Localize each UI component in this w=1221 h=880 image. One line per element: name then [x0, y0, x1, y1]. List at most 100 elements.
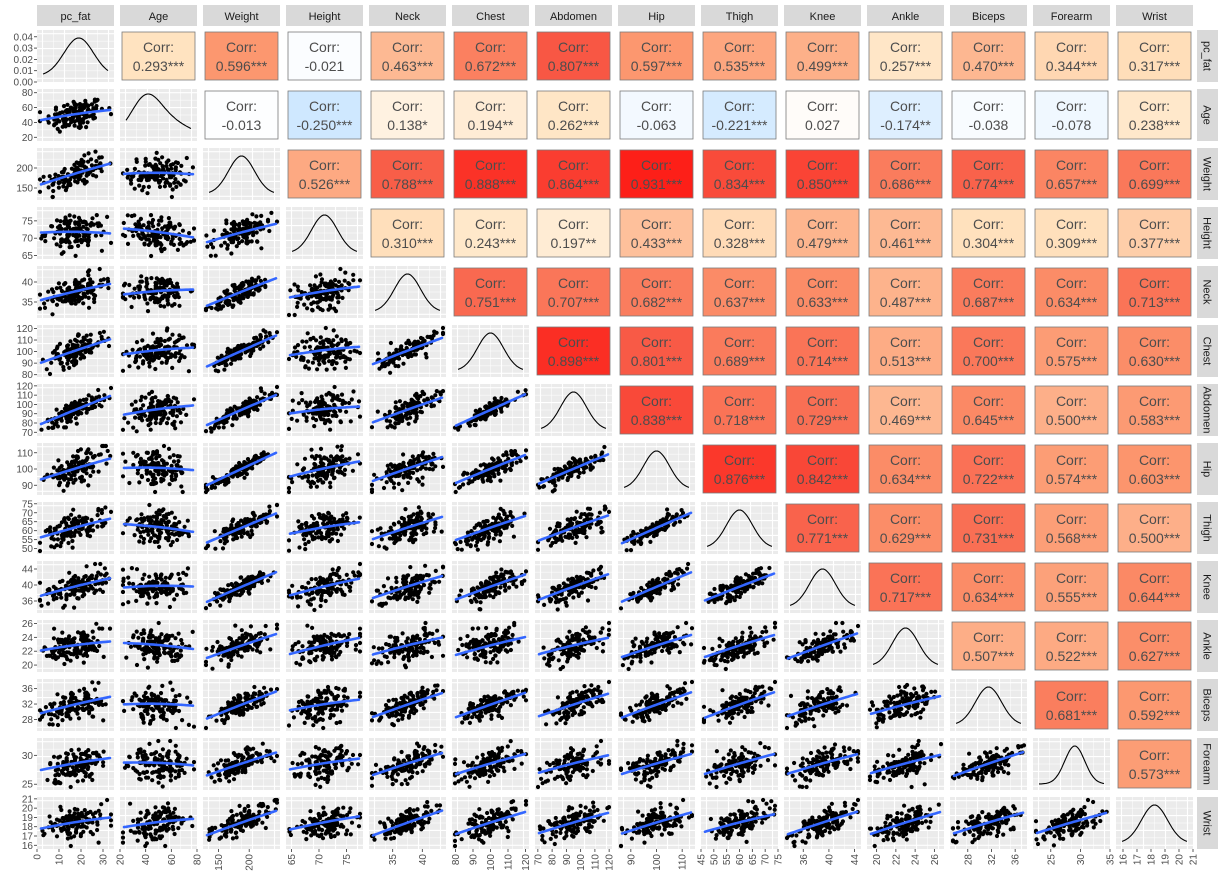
scatter-point: [122, 416, 127, 421]
corr-box: [287, 31, 362, 81]
panel-height-height: [286, 207, 363, 259]
corr-value: 0.500***: [1046, 412, 1098, 428]
scatter-point: [331, 328, 336, 333]
scatter-point: [162, 184, 167, 189]
panel-neck-thigh: Corr: 0.637***: [702, 267, 777, 317]
scatter-point: [80, 353, 85, 358]
scatter-point: [431, 451, 436, 456]
scatter-point: [351, 389, 356, 394]
scatter-point: [127, 282, 132, 288]
scatter-point: [128, 178, 133, 183]
panel-chest-weight: [203, 325, 280, 377]
scatter-point: [335, 444, 340, 449]
panel-weight-knee: Corr: 0.850***: [785, 149, 860, 199]
scatter-point: [382, 364, 387, 369]
scatter-point: [53, 105, 59, 110]
scatter-point: [150, 358, 155, 363]
scatter-point: [306, 296, 311, 301]
panel-thigh-weight: [203, 502, 280, 554]
scatter-point: [318, 477, 323, 482]
scatter-point: [51, 182, 56, 187]
scatter-point: [137, 539, 142, 544]
corr-value: 0.931***: [631, 176, 683, 192]
scatter-point: [178, 410, 183, 415]
strip-top-wrist: Wrist: [1116, 5, 1193, 26]
scatter-point: [375, 351, 381, 356]
scatter-point: [167, 482, 172, 487]
corr-value: 0.469***: [880, 412, 932, 428]
scatter-point: [328, 427, 333, 432]
scatter-point: [69, 512, 74, 517]
scatter-point: [183, 179, 188, 184]
scatter-point: [330, 359, 335, 364]
scatter-point: [323, 325, 328, 331]
corr-value: -0.221***: [711, 117, 768, 133]
panel-chest-abdomen: Corr: 0.898***: [536, 326, 611, 376]
scatter-point: [75, 455, 80, 460]
scatter-point: [333, 396, 338, 401]
scatter-point: [420, 482, 425, 487]
scatter-point: [286, 486, 292, 491]
strip-top-bg: [867, 5, 944, 26]
scatter-point: [315, 472, 320, 477]
corr-title: Corr:: [973, 39, 1004, 55]
scatter-point: [97, 330, 102, 336]
panel-pc_fat-biceps: Corr: 0.470***: [951, 31, 1026, 81]
corr-value: 0.479***: [797, 235, 849, 251]
scatter-point: [274, 384, 280, 390]
scatter-point: [149, 518, 154, 524]
scatter-point: [143, 395, 148, 400]
scatter-point: [160, 155, 165, 160]
scatter-point: [94, 106, 99, 111]
corr-value: 0.672***: [465, 58, 517, 74]
scatter-point: [350, 468, 355, 473]
panel-weight-abdomen: Corr: 0.864***: [536, 149, 611, 199]
scatter-point: [332, 366, 337, 371]
scatter-point: [91, 292, 96, 297]
scatter-point: [61, 184, 66, 189]
scatter-point: [67, 365, 72, 370]
scatter-point: [500, 465, 505, 470]
corr-value: 0.575***: [1046, 353, 1098, 369]
scatter-point: [57, 480, 63, 485]
corr-value: 0.842***: [797, 471, 849, 487]
scatter-point: [136, 177, 141, 182]
scatter-point: [73, 253, 78, 258]
scatter-point: [184, 412, 189, 417]
strip-top-biceps: Biceps: [950, 5, 1027, 26]
scatter-point: [423, 466, 429, 471]
scatter-point: [562, 464, 567, 469]
corr-title: Corr:: [1139, 275, 1170, 291]
scatter-point: [174, 414, 179, 419]
scatter-point: [338, 420, 343, 425]
panel-abdomen-pc_fat: [37, 384, 114, 436]
scatter-point: [65, 108, 70, 113]
scatter-point: [75, 282, 81, 287]
strip-top-label: Chest: [476, 11, 505, 23]
corr-title: Corr:: [890, 452, 921, 468]
scatter-point: [330, 413, 335, 418]
corr-value: 0.461***: [880, 235, 932, 251]
scatter-point: [175, 292, 180, 297]
scatter-point: [76, 299, 81, 304]
scatter-point: [306, 359, 311, 364]
scatter-point: [351, 278, 356, 283]
panel-height-pc_fat: [37, 207, 114, 259]
strip-top-abdomen: Abdomen: [535, 5, 612, 26]
scatter-point: [149, 173, 154, 178]
strip-right-bg: [1197, 207, 1218, 259]
scatter-point: [133, 222, 138, 227]
panel-chest-biceps: Corr: 0.700***: [951, 326, 1026, 376]
panel-neck-forearm: Corr: 0.634***: [1034, 267, 1109, 317]
scatter-point: [204, 233, 209, 238]
corr-value: 0.243***: [465, 235, 517, 251]
corr-value: 0.807***: [548, 58, 600, 74]
corr-title: Corr:: [641, 98, 672, 114]
panel-hip-forearm: Corr: 0.574***: [1034, 444, 1109, 494]
scatter-point: [146, 237, 151, 242]
scatter-point: [164, 515, 169, 521]
scatter-point: [168, 163, 173, 168]
scatter-point: [173, 165, 178, 170]
scatter-point: [136, 365, 141, 370]
scatter-point: [179, 163, 184, 168]
